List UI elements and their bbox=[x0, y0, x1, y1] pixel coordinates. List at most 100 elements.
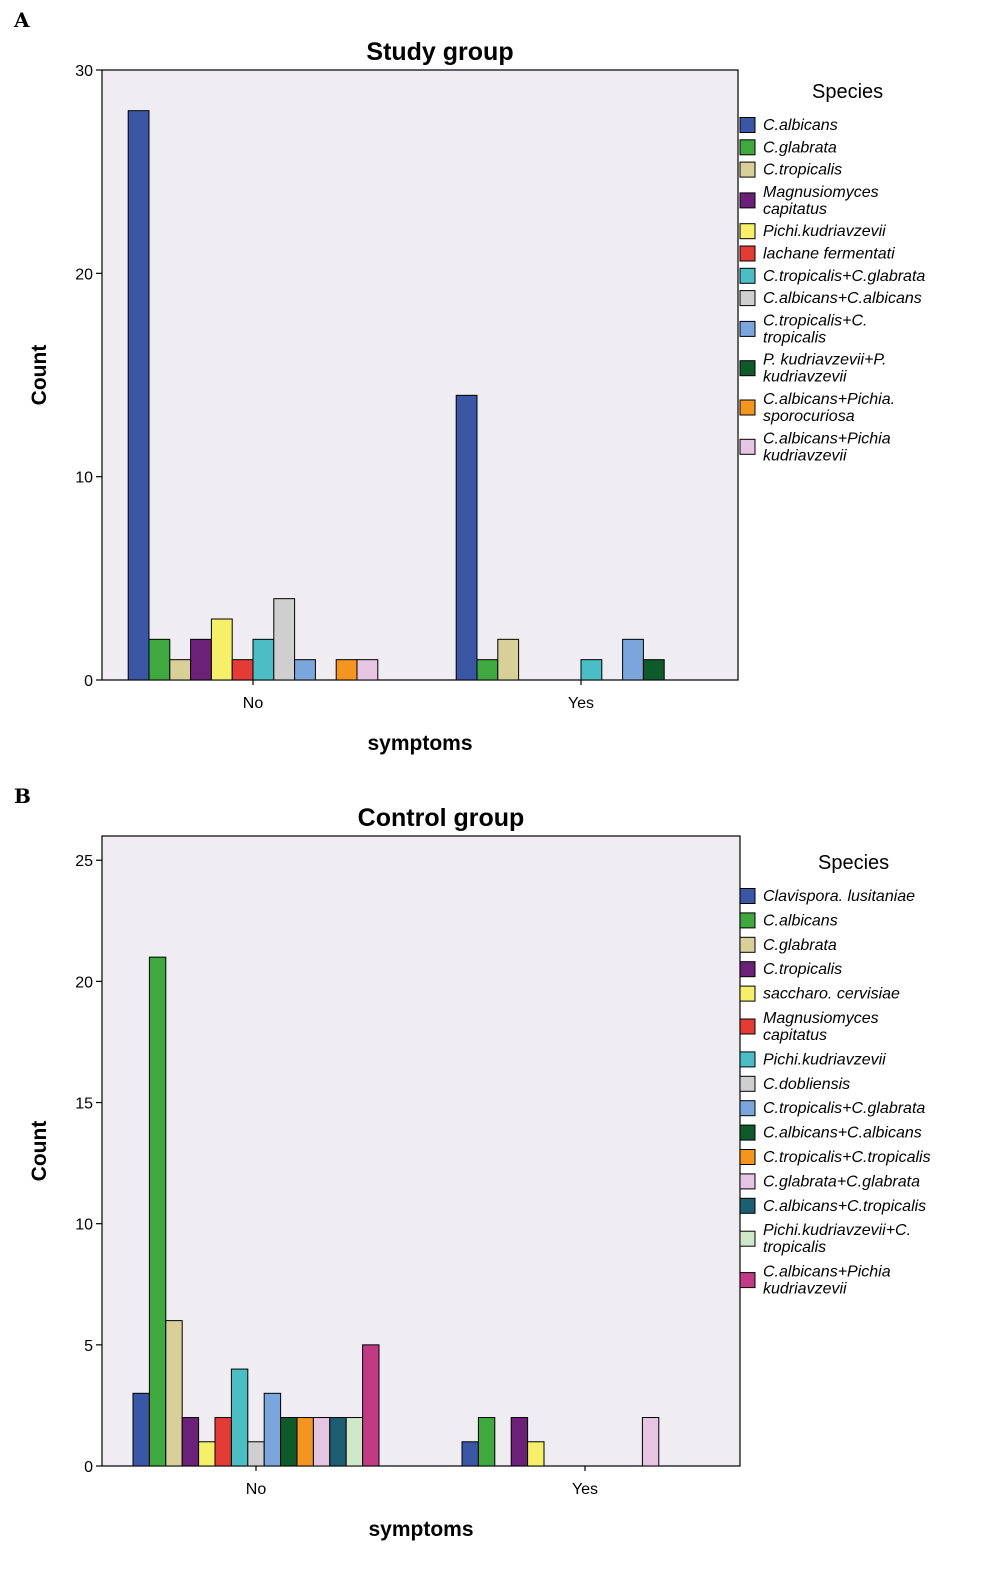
legend-label: C.albicans+Pichia bbox=[763, 1264, 891, 1281]
bar bbox=[127, 110, 150, 681]
y-tick-label: 10 bbox=[75, 1217, 93, 1234]
bar bbox=[362, 1344, 380, 1467]
legend-label: Pichi.kudriavzevii+C. bbox=[763, 1222, 911, 1239]
x-axis-title: symptoms bbox=[367, 732, 472, 755]
legend-swatch bbox=[739, 888, 756, 904]
bar bbox=[641, 1417, 660, 1467]
bar bbox=[455, 394, 478, 681]
bar bbox=[329, 1417, 347, 1467]
y-axis-title: Count bbox=[28, 1121, 51, 1182]
legend-swatch bbox=[739, 267, 756, 284]
bar bbox=[497, 638, 520, 681]
x-tick-label: Yes bbox=[568, 695, 594, 712]
legend-swatch bbox=[739, 961, 756, 978]
y-tick-label: 20 bbox=[75, 266, 93, 283]
bar bbox=[148, 956, 167, 1467]
bar bbox=[165, 1320, 183, 1467]
legend-label: tropicalis bbox=[763, 329, 826, 346]
bar bbox=[296, 1417, 314, 1467]
legend-label: C.tropicalis bbox=[763, 162, 842, 179]
y-tick-label: 5 bbox=[84, 1338, 93, 1355]
legend-swatch bbox=[739, 985, 756, 1002]
bar bbox=[214, 1417, 232, 1467]
bar bbox=[312, 1417, 331, 1467]
bar bbox=[527, 1441, 545, 1467]
bar bbox=[148, 638, 171, 681]
legend-swatch bbox=[739, 1124, 756, 1141]
legend-label: capitatus bbox=[763, 201, 827, 218]
x-axis-title: symptoms bbox=[368, 1518, 473, 1541]
legend-label: C.albicans+C.tropicalis bbox=[763, 1198, 926, 1215]
legend-label: C.tropicalis+C.tropicalis bbox=[763, 1149, 931, 1166]
legend-label: Clavispora. lusitaniae bbox=[763, 888, 915, 905]
bar bbox=[230, 1368, 249, 1467]
legend-label: C.tropicalis+C.glabrata bbox=[763, 1100, 925, 1117]
legend-label: C.tropicalis bbox=[763, 961, 842, 978]
legend-label: capitatus bbox=[763, 1027, 827, 1044]
bar bbox=[169, 659, 192, 681]
panel-label-a: A bbox=[13, 8, 30, 32]
bar bbox=[263, 1392, 282, 1467]
legend-label: C.glabrata bbox=[763, 937, 837, 954]
legend-swatch bbox=[739, 223, 756, 240]
bar bbox=[252, 638, 275, 681]
legend-label: Magnusiomyces bbox=[763, 184, 879, 201]
chart-control-group: Control group 0 5 10 15 20 25 No Yes Count symptom… bbox=[28, 804, 931, 1541]
legend-label: lachane fermentati bbox=[763, 246, 895, 263]
legend-label: tropicalis bbox=[763, 1239, 826, 1256]
y-tick-label: 10 bbox=[75, 470, 93, 487]
bar bbox=[273, 598, 296, 681]
y-tick-label: 25 bbox=[75, 853, 93, 870]
bar bbox=[461, 1441, 479, 1467]
legend-label: C.albicans bbox=[763, 117, 838, 134]
bar bbox=[132, 1392, 150, 1467]
bar bbox=[231, 659, 254, 681]
legend-title: Species bbox=[812, 81, 883, 103]
panel-label-b: B bbox=[14, 784, 31, 808]
bar bbox=[477, 1417, 496, 1467]
bar bbox=[181, 1417, 200, 1467]
bar bbox=[356, 659, 379, 681]
legend-label: kudriavzevii bbox=[763, 1281, 847, 1298]
y-tick-label: 0 bbox=[84, 673, 93, 690]
bar bbox=[294, 659, 316, 681]
chart-study-group: Study group 0 10 20 30 No Yes Count symptoms Spec… bbox=[28, 38, 925, 755]
chart-title: Study group bbox=[366, 38, 513, 66]
legend-label: C.albicans+Pichia. bbox=[763, 391, 895, 408]
legend-swatch bbox=[739, 1018, 756, 1035]
legend-swatch bbox=[739, 399, 756, 416]
bar bbox=[622, 638, 644, 681]
bar bbox=[280, 1417, 298, 1467]
bar bbox=[335, 659, 358, 681]
plot-area bbox=[101, 835, 741, 1467]
legend-label: C.tropicalis+C. bbox=[763, 312, 867, 329]
x-tick-label: Yes bbox=[572, 1481, 598, 1498]
legend-swatch bbox=[739, 1051, 756, 1068]
legend-label: Magnusiomyces bbox=[763, 1010, 879, 1027]
bar bbox=[247, 1441, 265, 1467]
legend-swatch bbox=[739, 936, 756, 953]
legend-label: Pichi.kudriavzevii bbox=[763, 1051, 886, 1068]
legend-label: C.tropicalis+C.glabrata bbox=[763, 268, 925, 285]
legend-swatch bbox=[739, 245, 756, 262]
legend-swatch bbox=[739, 1149, 756, 1165]
bar bbox=[642, 659, 665, 681]
legend-swatch bbox=[739, 912, 756, 929]
x-tick-label: No bbox=[243, 695, 264, 712]
bar bbox=[476, 659, 499, 681]
y-tick-label: 20 bbox=[75, 974, 93, 991]
bar bbox=[198, 1441, 216, 1467]
y-tick-label: 30 bbox=[75, 63, 93, 80]
legend-label: Pichi.kudriavzevii bbox=[763, 223, 886, 240]
bar bbox=[190, 638, 212, 681]
legend-label: C.albicans bbox=[763, 912, 838, 929]
legend-swatch bbox=[739, 360, 756, 377]
legend-label: C.albicans+C.albicans bbox=[763, 290, 922, 307]
plot-area bbox=[101, 69, 739, 681]
legend-label: P. kudriavzevii+P. bbox=[763, 352, 886, 369]
legend-label: kudriavzevii bbox=[763, 369, 847, 386]
bar bbox=[210, 618, 233, 681]
legend-label: sporocuriosa bbox=[763, 408, 855, 425]
bar bbox=[345, 1417, 364, 1467]
